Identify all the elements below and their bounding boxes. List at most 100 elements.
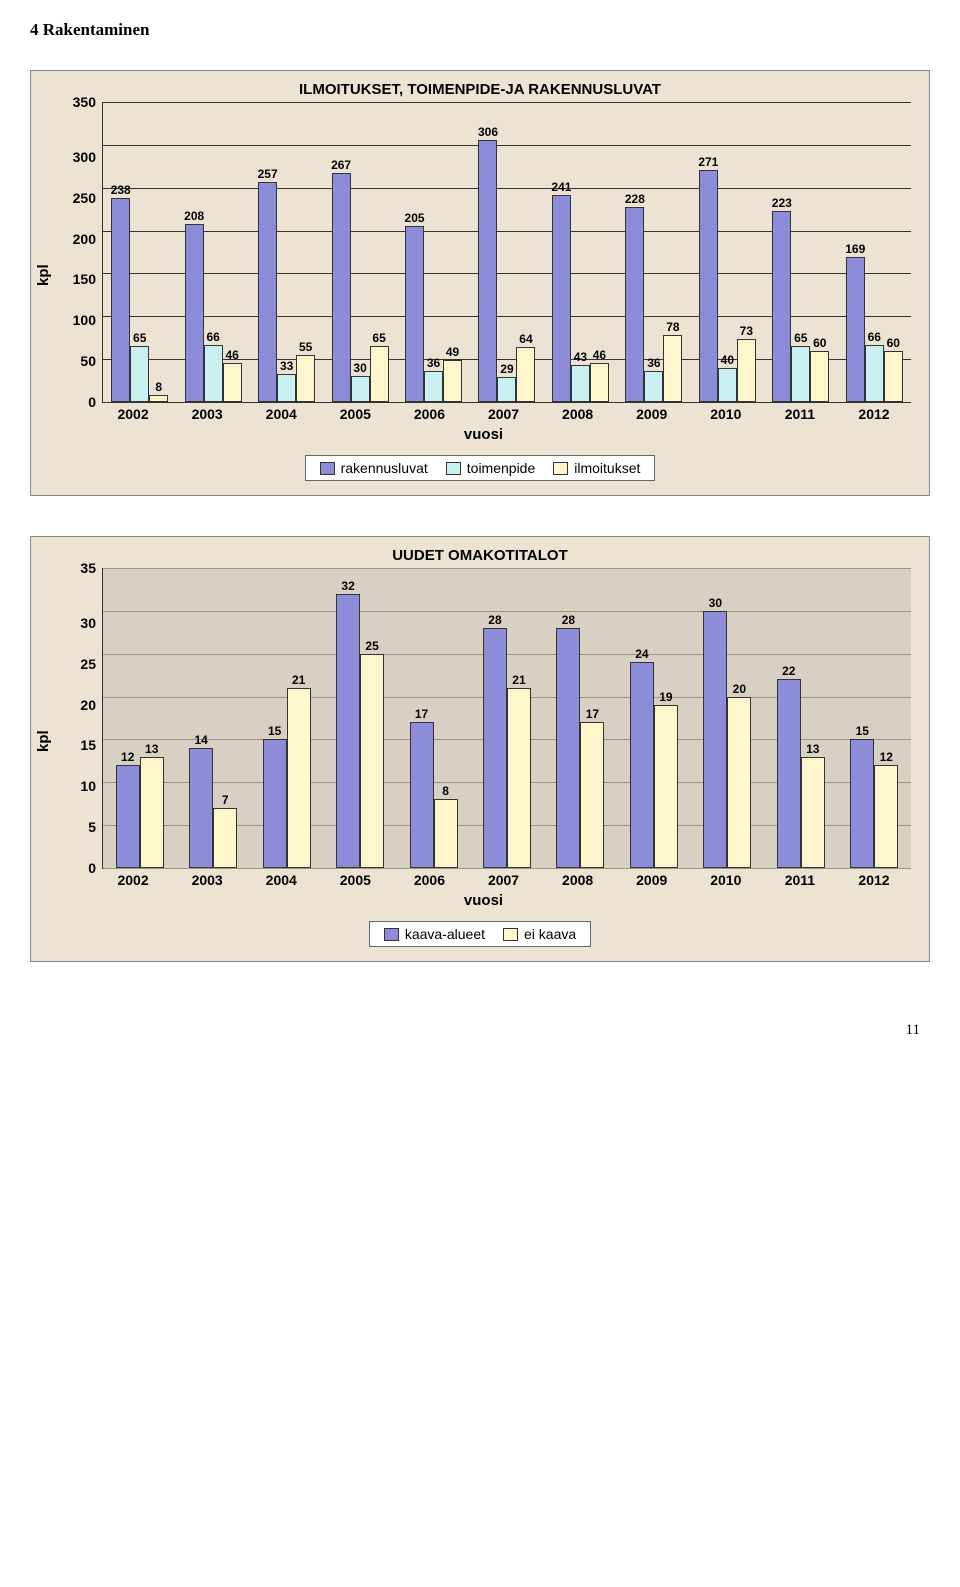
x-tick: 2011 xyxy=(763,868,837,888)
bar-value-label: 46 xyxy=(225,348,238,362)
x-tick: 2007 xyxy=(466,402,540,422)
y-tick: 250 xyxy=(73,191,96,205)
bar-value-label: 28 xyxy=(562,613,575,627)
x-tick: 2003 xyxy=(170,868,244,888)
gridline xyxy=(103,402,911,403)
bar: 22 xyxy=(777,679,801,868)
y-tick: 30 xyxy=(80,616,96,630)
legend-label: ilmoitukset xyxy=(574,460,640,476)
bar-value-label: 238 xyxy=(111,183,131,197)
bar-group: 2817 xyxy=(544,628,617,868)
bar-value-label: 60 xyxy=(887,336,900,350)
bar: 223 xyxy=(772,211,791,402)
bar-value-label: 12 xyxy=(121,750,134,764)
bar-group: 1521 xyxy=(250,688,323,868)
x-tick: 2012 xyxy=(837,868,911,888)
legend-item: ei kaava xyxy=(503,926,576,942)
x-tick: 2003 xyxy=(170,402,244,422)
bar: 78 xyxy=(663,335,682,402)
y-tick: 50 xyxy=(80,354,96,368)
x-tick: 2009 xyxy=(615,402,689,422)
y-tick: 15 xyxy=(80,738,96,752)
bar: 14 xyxy=(189,748,213,868)
x-tick: 2012 xyxy=(837,402,911,422)
bar: 15 xyxy=(850,739,874,868)
bar: 25 xyxy=(360,654,384,868)
bar-group: 1512 xyxy=(838,739,911,868)
bar-value-label: 15 xyxy=(268,724,281,738)
bar-value-label: 14 xyxy=(194,733,207,747)
bar: 30 xyxy=(703,611,727,868)
bar-value-label: 7 xyxy=(222,793,229,807)
bar-value-label: 30 xyxy=(709,596,722,610)
bar: 28 xyxy=(556,628,580,868)
bar-value-label: 8 xyxy=(442,784,449,798)
bar-value-label: 66 xyxy=(206,330,219,344)
bar: 12 xyxy=(116,765,140,868)
bar: 7 xyxy=(213,808,237,868)
bar-value-label: 19 xyxy=(659,690,672,704)
bar-value-label: 36 xyxy=(647,356,660,370)
bar-value-label: 228 xyxy=(625,192,645,206)
x-tick: 2006 xyxy=(392,402,466,422)
bar: 20 xyxy=(727,697,751,868)
bar: 29 xyxy=(497,377,516,402)
bar: 66 xyxy=(865,345,884,402)
y-axis-label: kpl xyxy=(31,568,56,915)
legend-swatch xyxy=(553,462,568,475)
y-tick: 35 xyxy=(80,561,96,575)
y-tick: 100 xyxy=(73,313,96,327)
bar-group: 2086646 xyxy=(176,224,249,402)
bar: 64 xyxy=(516,347,535,402)
bar: 32 xyxy=(336,594,360,868)
legend-swatch xyxy=(503,928,518,941)
bar: 24 xyxy=(630,662,654,868)
x-tick: 2009 xyxy=(615,868,689,888)
bar: 257 xyxy=(258,182,277,402)
bar: 267 xyxy=(332,173,351,402)
bar-group: 1213 xyxy=(103,757,176,868)
bar-group: 24 19 xyxy=(617,662,690,868)
bar-group: 2673065 xyxy=(323,173,396,402)
bar-value-label: 306 xyxy=(478,125,498,139)
bar-value-label: 241 xyxy=(551,180,571,194)
bar: 238 xyxy=(111,198,130,402)
bar-value-label: 271 xyxy=(698,155,718,169)
y-tick: 0 xyxy=(88,861,96,875)
bar-value-label: 65 xyxy=(133,331,146,345)
y-tick: 20 xyxy=(80,698,96,712)
page-title: 4 Rakentaminen xyxy=(30,20,930,40)
bar: 13 xyxy=(801,757,825,868)
bar-value-label: 40 xyxy=(721,353,734,367)
bar-group: 28 21 xyxy=(470,628,543,868)
bar: 28 xyxy=(483,628,507,868)
bar-group: 2573355 xyxy=(250,182,323,402)
chart-houses: UUDET OMAKOTITALOTkpl3530252015105012131… xyxy=(30,536,930,962)
bar-value-label: 29 xyxy=(500,362,513,376)
chart-title: ILMOITUKSET, TOIMENPIDE-JA RAKENNUSLUVAT xyxy=(31,71,929,102)
bar: 15 xyxy=(263,739,287,868)
bar-group: 2213 xyxy=(764,679,837,868)
bar: 241 xyxy=(552,195,571,402)
x-tick: 2004 xyxy=(244,402,318,422)
bar: 60 xyxy=(884,351,903,402)
bar-value-label: 223 xyxy=(772,196,792,210)
bar-value-label: 65 xyxy=(372,331,385,345)
bar-value-label: 60 xyxy=(813,336,826,350)
bar: 40 xyxy=(718,368,737,402)
legend-label: ei kaava xyxy=(524,926,576,942)
y-tick: 200 xyxy=(73,232,96,246)
bar: 13 xyxy=(140,757,164,868)
bar-value-label: 66 xyxy=(868,330,881,344)
bar-group: 3020 xyxy=(691,611,764,868)
bar: 66 xyxy=(204,345,223,402)
x-tick: 2005 xyxy=(318,868,392,888)
legend: kaava-alueetei kaava xyxy=(369,921,591,947)
bar: 271 xyxy=(699,170,718,402)
x-tick: 2002 xyxy=(96,402,170,422)
x-tick: 2007 xyxy=(466,868,540,888)
gridline xyxy=(103,868,911,869)
bar-value-label: 205 xyxy=(405,211,425,225)
bar-group: 2714073 xyxy=(691,170,764,402)
bar-value-label: 21 xyxy=(512,673,525,687)
